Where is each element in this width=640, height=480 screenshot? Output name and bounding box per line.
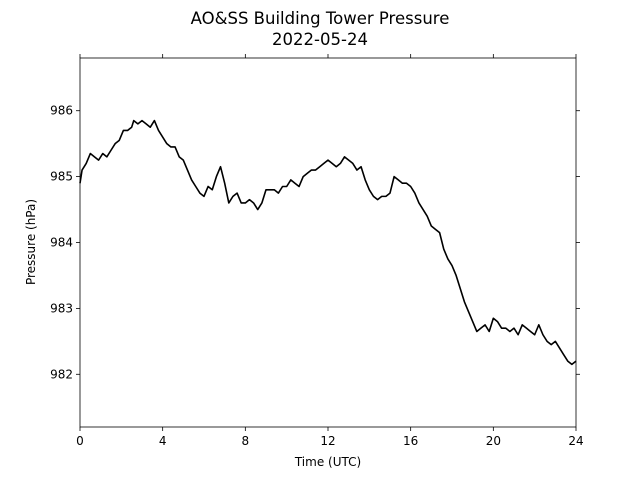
- y-tick-label-984: 984: [50, 236, 73, 250]
- x-tick-label-12: 12: [320, 434, 335, 448]
- y-tick-label-983: 983: [50, 301, 73, 315]
- x-tick-label-4: 4: [159, 434, 167, 448]
- chart-subtitle: 2022-05-24: [272, 30, 368, 49]
- y-tick-label-985: 985: [50, 170, 73, 184]
- y-tick-label-982: 982: [50, 367, 73, 381]
- x-tick-label-0: 0: [76, 434, 84, 448]
- x-axis-ticks: 0 4 8 12 16 20 24: [76, 54, 584, 448]
- x-tick-label-24: 24: [568, 434, 583, 448]
- y-axis-ticks: 982 983 984 985 986: [50, 104, 580, 381]
- x-tick-label-16: 16: [403, 434, 418, 448]
- x-axis-label: Time (UTC): [294, 455, 361, 469]
- y-tick-label-986: 986: [50, 104, 73, 118]
- chart-title: AO&SS Building Tower Pressure: [191, 9, 450, 28]
- y-axis-label: Pressure (hPa): [24, 199, 38, 285]
- plot-frame: [79, 57, 577, 428]
- x-tick-label-8: 8: [242, 434, 250, 448]
- pressure-series-line: [79, 119, 577, 366]
- x-tick-label-20: 20: [486, 434, 501, 448]
